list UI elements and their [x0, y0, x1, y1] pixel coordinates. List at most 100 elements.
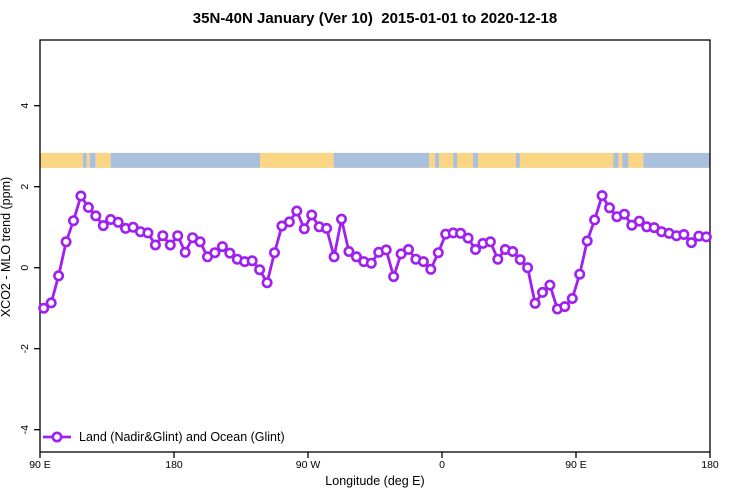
- band-segment-land: [86, 152, 90, 168]
- data-point: [328, 251, 340, 263]
- data-point: [60, 236, 72, 248]
- data-point: [432, 247, 444, 259]
- data-point: [142, 227, 154, 239]
- band-segment-ocean: [333, 152, 430, 168]
- data-point: [335, 213, 347, 225]
- data-point: [566, 292, 578, 304]
- data-point: [179, 246, 191, 258]
- band-segment-land: [478, 152, 516, 168]
- band-segment-land: [519, 152, 614, 168]
- chart-title: 35N-40N January (Ver 10) 2015-01-01 to 2…: [192, 10, 558, 27]
- y-axis-label: XCO2 - MLO trend (ppm): [0, 176, 13, 318]
- data-point: [417, 256, 429, 268]
- data-point: [633, 215, 645, 227]
- x-tick-label: 0: [439, 459, 445, 471]
- band-segment-ocean: [643, 152, 710, 168]
- x-tick-label: 90 E: [29, 459, 51, 471]
- band-segment-land: [40, 152, 83, 168]
- data-point: [700, 231, 712, 243]
- data-point: [224, 247, 236, 259]
- x-tick-label: 180: [165, 459, 183, 471]
- data-point: [321, 222, 333, 234]
- data-point: [291, 205, 303, 217]
- data-point: [581, 235, 593, 247]
- data-point: [209, 247, 221, 259]
- legend-label: Land (Nadir&Glint) and Ocean (Glint): [79, 430, 285, 444]
- data-point: [298, 223, 310, 235]
- x-tick-label: 180: [701, 459, 719, 471]
- data-point: [469, 244, 481, 256]
- data-point: [462, 232, 474, 244]
- y-tick-label: 4: [19, 103, 31, 109]
- data-point: [380, 244, 392, 256]
- plot-border: [39, 39, 711, 453]
- band-segment-land: [95, 152, 111, 168]
- band-segment-ocean: [435, 152, 440, 168]
- data-point: [388, 271, 400, 283]
- data-point: [343, 246, 355, 258]
- band-segment-land: [457, 152, 473, 168]
- band-segment-ocean: [515, 152, 520, 168]
- data-point: [685, 237, 697, 249]
- x-axis-label: Longitude (deg E): [325, 474, 425, 488]
- band-segment-ocean: [622, 152, 629, 168]
- data-point: [536, 286, 548, 298]
- band-segment-ocean: [453, 152, 458, 168]
- data-point: [365, 257, 377, 269]
- data-point: [261, 277, 273, 289]
- y-tick-label: -4: [19, 425, 31, 434]
- data-point: [82, 201, 94, 213]
- data-point: [164, 239, 176, 251]
- data-point: [216, 241, 228, 253]
- data-point: [172, 230, 184, 242]
- data-point: [589, 214, 601, 226]
- data-point: [574, 268, 586, 280]
- data-point: [127, 221, 139, 233]
- data-point: [38, 302, 50, 314]
- data-point: [149, 239, 161, 251]
- data-point: [283, 216, 295, 228]
- legend-marker-icon: [51, 431, 63, 443]
- data-point: [618, 208, 630, 220]
- data-point: [112, 216, 124, 228]
- data-point: [544, 279, 556, 291]
- band-segment-land: [618, 152, 623, 168]
- data-point: [492, 253, 504, 265]
- x-tick-label: 90 E: [565, 459, 587, 471]
- data-point: [678, 229, 690, 241]
- data-point: [194, 236, 206, 248]
- band-segment-land: [260, 152, 334, 168]
- data-point: [350, 251, 362, 263]
- data-point: [45, 297, 57, 309]
- y-tick-label: 2: [19, 184, 31, 190]
- data-point: [425, 263, 437, 275]
- band-segment-ocean: [613, 152, 619, 168]
- data-point: [53, 270, 65, 282]
- x-tick-label: 90 W: [296, 459, 321, 471]
- data-point: [97, 220, 109, 232]
- data-point: [596, 190, 608, 202]
- data-point: [402, 244, 414, 256]
- band-segment-land: [429, 152, 436, 168]
- data-point: [75, 190, 87, 202]
- band-segment-ocean: [472, 152, 479, 168]
- data-point: [246, 255, 258, 267]
- band-segment-ocean: [110, 152, 261, 168]
- y-tick-label: 0: [19, 265, 31, 271]
- data-point: [254, 264, 266, 276]
- data-point: [559, 301, 571, 313]
- data-point: [68, 215, 80, 227]
- data-point: [603, 202, 615, 214]
- band-segment-ocean: [82, 152, 87, 168]
- data-point: [306, 209, 318, 221]
- data-point: [90, 210, 102, 222]
- band-segment-ocean: [89, 152, 96, 168]
- data-point: [157, 230, 169, 242]
- y-tick-label: -2: [19, 344, 31, 353]
- data-point: [522, 262, 534, 274]
- data-point: [268, 247, 280, 259]
- data-point: [455, 227, 467, 239]
- band-segment-land: [628, 152, 644, 168]
